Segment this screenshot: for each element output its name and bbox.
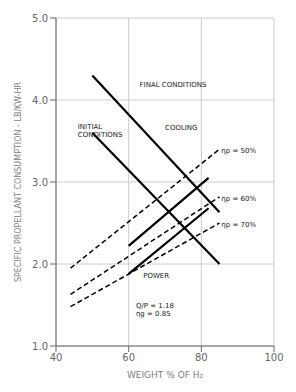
svg-text:ηp = 60%: ηp = 60%	[221, 195, 256, 203]
svg-text:2.0: 2.0	[32, 259, 48, 270]
svg-text:40: 40	[50, 352, 63, 363]
svg-text:4.0: 4.0	[32, 95, 48, 106]
svg-text:3.0: 3.0	[32, 177, 48, 188]
svg-text:1.0: 1.0	[32, 341, 48, 352]
svg-text:80: 80	[195, 352, 208, 363]
svg-text:ηp = 50%: ηp = 50%	[221, 147, 256, 155]
svg-text:INITIALCONDITIONS: INITIALCONDITIONS	[78, 123, 123, 139]
svg-text:SPECIFIC PROPELLANT CONSUMPTIO: SPECIFIC PROPELLANT CONSUMPTION - LB/KW-…	[14, 81, 23, 282]
svg-text:POWER: POWER	[143, 272, 169, 280]
svg-text:COOLING: COOLING	[165, 124, 198, 132]
svg-text:ηp = 70%: ηp = 70%	[221, 221, 256, 229]
svg-text:WEIGHT % OF H₂: WEIGHT % OF H₂	[127, 370, 204, 380]
svg-text:5.0: 5.0	[32, 13, 48, 24]
svg-text:Q/P = 1.18ηg = 0.85: Q/P = 1.18ηg = 0.85	[136, 302, 174, 318]
svg-text:60: 60	[122, 352, 135, 363]
svg-text:100: 100	[264, 352, 283, 363]
svg-text:FINAL CONDITIONS: FINAL CONDITIONS	[140, 81, 207, 89]
